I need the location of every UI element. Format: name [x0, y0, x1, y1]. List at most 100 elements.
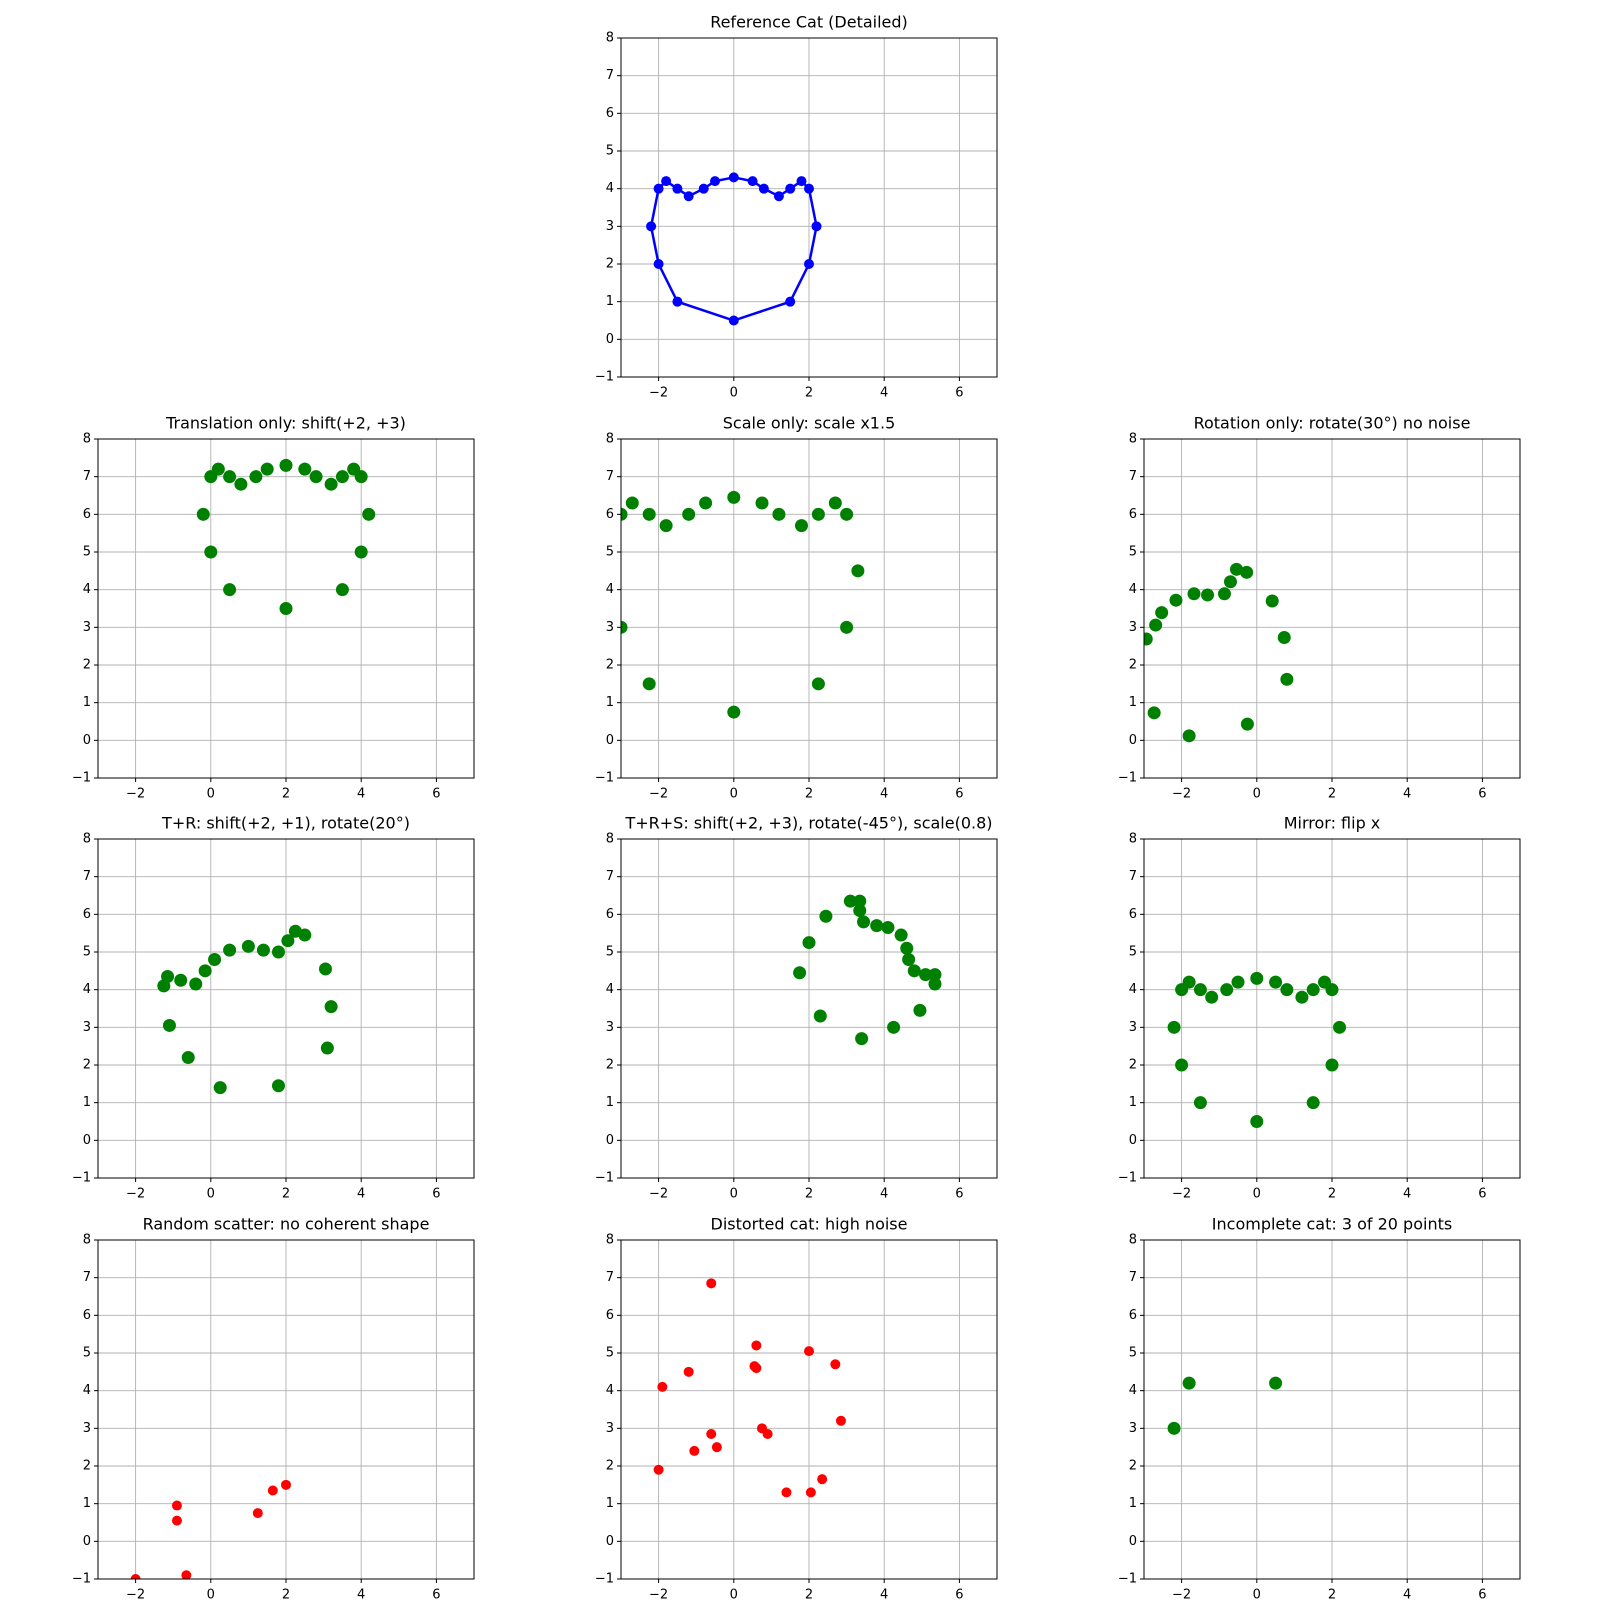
- x-tick-label: 4: [880, 787, 888, 802]
- x-tick-label: 2: [805, 1588, 813, 1600]
- point: [698, 183, 709, 194]
- y-tick-label: 4: [606, 982, 614, 997]
- y-tick-label: 5: [1129, 1346, 1137, 1361]
- x-tick-label: −2: [649, 1588, 668, 1600]
- y-tick-label: 2: [606, 1459, 614, 1474]
- y-tick-label: 6: [606, 907, 614, 922]
- x-tick-label: 2: [282, 1187, 290, 1202]
- panel: Scale only: scale x1.5 −2 0 2 4 6 −1 0 1 2 3 4 5 6 7 8: [595, 414, 998, 802]
- x-tick-label: 0: [1253, 1588, 1261, 1600]
- y-tick-label: −1: [72, 1572, 91, 1587]
- point: [1182, 729, 1196, 743]
- y-tick-label: 7: [83, 1270, 91, 1285]
- x-tick-label: 2: [805, 787, 813, 802]
- point: [1325, 983, 1339, 997]
- axes-frame: [620, 438, 998, 779]
- chart-title: Mirror: flip x: [1284, 814, 1381, 833]
- point: [772, 507, 786, 521]
- y-tick-label: 4: [606, 1383, 614, 1398]
- y-tick-label: 2: [606, 257, 614, 272]
- y-tick-label: −1: [1118, 1171, 1137, 1186]
- point: [213, 1081, 227, 1095]
- axes-frame: [1143, 838, 1521, 1179]
- point: [802, 936, 816, 950]
- point: [794, 519, 808, 533]
- y-tick-label: 7: [1129, 869, 1137, 884]
- y-tick-label: 1: [83, 1095, 91, 1110]
- y-tick-label: 5: [83, 545, 91, 560]
- y-tick-label: 4: [83, 582, 91, 597]
- y-tick-label: 0: [1129, 1133, 1137, 1148]
- x-tick-label: 6: [955, 1187, 963, 1202]
- point: [157, 979, 171, 993]
- point: [900, 941, 914, 955]
- point: [281, 1479, 291, 1490]
- point: [813, 1009, 827, 1023]
- point: [1201, 588, 1215, 602]
- point: [204, 470, 218, 484]
- point: [1169, 593, 1183, 607]
- point: [625, 496, 639, 510]
- point: [271, 945, 285, 959]
- y-tick-label: 7: [606, 68, 614, 83]
- point: [1306, 1096, 1320, 1110]
- y-tick-label: 6: [1129, 507, 1137, 522]
- x-tick-label: 0: [730, 787, 738, 802]
- x-tick-label: 4: [880, 386, 888, 401]
- point: [689, 1445, 700, 1456]
- point: [181, 1050, 195, 1064]
- point: [907, 964, 921, 978]
- point: [728, 172, 739, 183]
- point: [672, 183, 683, 194]
- chart-title: Random scatter: no coherent shape: [143, 1215, 430, 1234]
- chart-title: Scale only: scale x1.5: [723, 414, 896, 433]
- plot-area: [1144, 562, 1294, 743]
- chart-title: Rotation only: rotate(30°) no noise: [1194, 414, 1471, 433]
- y-tick-label: 4: [83, 1383, 91, 1398]
- x-tick-label: 0: [207, 1588, 215, 1600]
- y-tick-label: 7: [1129, 469, 1137, 484]
- y-tick-label: 6: [83, 507, 91, 522]
- point: [208, 953, 222, 967]
- y-tick-label: 5: [606, 545, 614, 560]
- x-tick-label: 2: [805, 386, 813, 401]
- x-tick-label: 6: [432, 787, 440, 802]
- point: [324, 477, 338, 491]
- y-tick-label: −1: [595, 771, 614, 786]
- point: [706, 1278, 717, 1289]
- y-tick-label: 1: [606, 1095, 614, 1110]
- axes-frame: [97, 838, 475, 1179]
- point: [1250, 1115, 1264, 1128]
- point: [755, 496, 769, 510]
- chart-title: Distorted cat: high noise: [711, 1215, 908, 1234]
- point: [271, 1079, 285, 1093]
- point: [162, 1018, 176, 1032]
- y-tick-label: 5: [1129, 945, 1137, 960]
- x-tick-label: 6: [432, 1588, 440, 1600]
- point: [1220, 983, 1234, 997]
- point: [1187, 587, 1201, 601]
- y-tick-label: −1: [1118, 1572, 1137, 1587]
- x-tick-label: 0: [730, 1588, 738, 1600]
- point: [196, 507, 210, 521]
- y-tick-label: 3: [606, 1421, 614, 1436]
- point: [646, 221, 657, 232]
- plot-area: [1167, 971, 1347, 1128]
- point: [710, 176, 720, 187]
- x-tick-label: 4: [1403, 1588, 1411, 1600]
- point: [1155, 606, 1169, 620]
- x-tick-label: −2: [649, 787, 668, 802]
- point: [1223, 575, 1237, 589]
- plot-area: [653, 1278, 846, 1498]
- point: [281, 934, 295, 948]
- panel: Distorted cat: high noise −2 0 2 4 6 −1 0 1 2 3 4 5 6…: [595, 1215, 998, 1600]
- y-tick-label: 6: [606, 1308, 614, 1323]
- point: [320, 1041, 334, 1055]
- point: [672, 296, 683, 307]
- point: [661, 176, 672, 187]
- plot-area: [621, 490, 865, 719]
- y-tick-label: 0: [83, 1534, 91, 1549]
- y-tick-label: 3: [83, 1421, 91, 1436]
- point: [1149, 618, 1163, 632]
- y-tick-label: 8: [83, 832, 91, 847]
